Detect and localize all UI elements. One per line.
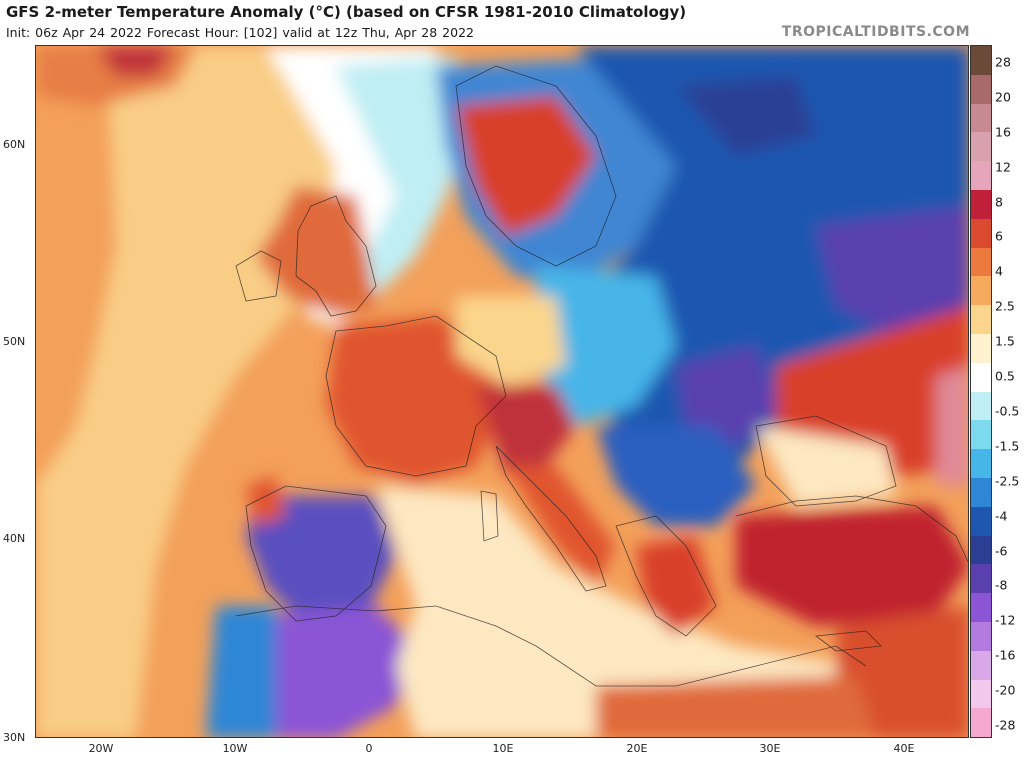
colorbar-tick-label: 16	[995, 124, 1011, 140]
colorbar-cell	[971, 449, 991, 478]
iberia-purple-region	[246, 496, 396, 626]
colorbar-tick-label: 2.5	[995, 298, 1015, 314]
coastlines	[235, 65, 968, 687]
colorbar-tick-label: 8	[995, 194, 1003, 210]
colorbar-tick-label: -1.5	[995, 438, 1020, 454]
lat-label-40n: 40N	[3, 532, 26, 545]
iberia-north-red	[246, 476, 286, 526]
balkans-blue-region	[596, 426, 756, 526]
lon-label-20e: 20E	[626, 742, 648, 755]
lon-label-0: 0	[365, 742, 373, 755]
colorbar-tick-label: 4	[995, 263, 1003, 279]
colorbar-cell	[971, 506, 991, 536]
brand-watermark: TROPICALTIDBITS.COM	[781, 24, 970, 40]
finland-dark-patch	[676, 76, 816, 156]
colorbar-cell	[971, 46, 991, 75]
lon-label-10w: 10W	[222, 742, 248, 755]
russia-purple-region	[816, 206, 968, 336]
lat-label-50n: 50N	[3, 335, 26, 348]
colorbar-cell	[971, 189, 991, 219]
colorbar-cell	[971, 276, 991, 306]
colorbar-tick-label: -12	[995, 612, 1016, 628]
black-sea-red-region	[776, 306, 968, 476]
colorbar-cell	[971, 391, 991, 421]
colorbar-tick-label: -0.5	[995, 403, 1020, 419]
colorbar-tick-label: -6	[995, 543, 1008, 559]
central-europe-blue-region	[536, 266, 676, 426]
caspian-pink-region	[936, 366, 968, 486]
colorbar-tick-label: 12	[995, 159, 1011, 175]
lat-label-30n: 30N	[3, 731, 26, 744]
british-isles-red-region	[256, 186, 376, 316]
lon-label-40e: 40E	[893, 742, 915, 755]
colorbar-tick-label: -2.5	[995, 473, 1020, 489]
colorbar-cell	[971, 650, 991, 680]
iceland-red-spot	[96, 46, 176, 76]
colorbar-cell	[971, 247, 991, 277]
lon-label-10e: 10E	[492, 742, 514, 755]
germany-pale-region	[456, 296, 566, 386]
colorbar-tick-label: 1.5	[995, 333, 1015, 349]
colorbar-cell	[971, 708, 991, 738]
north-africa-purple-region	[236, 606, 416, 737]
scandinavia-red-region	[456, 96, 596, 236]
colorbar-tick-label: -20	[995, 682, 1016, 698]
map-subtitle: Init: 06z Apr 24 2022 Forecast Hour: [10…	[6, 25, 474, 40]
colorbar-cell	[971, 333, 991, 363]
colorbar-cell	[971, 103, 991, 133]
east-mediterranean-red-region	[836, 606, 968, 737]
colorbar-cell	[971, 593, 991, 622]
colorbar-tick-label: -4	[995, 508, 1008, 524]
lon-label-30e: 30E	[759, 742, 781, 755]
colorbar-cell	[971, 420, 991, 450]
anomaly-map	[35, 45, 969, 738]
lat-label-60n: 60N	[3, 138, 26, 151]
colorbar-cell	[971, 564, 991, 594]
colorbar-tick-label: 6	[995, 228, 1003, 244]
colorbar-cell	[971, 218, 991, 248]
colorbar-cell	[971, 621, 991, 651]
poland-purple-patch	[676, 346, 776, 446]
norwegian-sea-cyan-region	[336, 56, 466, 296]
colorbar-cell	[971, 305, 991, 334]
colorbar-tick-label: -28	[995, 717, 1016, 733]
libya-egypt-red-region	[596, 676, 876, 737]
colorbar-cell	[971, 477, 991, 507]
colorbar-cell	[971, 161, 991, 190]
morocco-blue-region	[206, 606, 276, 737]
colorbar-tick-label: 0.5	[995, 368, 1015, 384]
alps-red-region	[476, 386, 576, 476]
greece-red-region	[636, 536, 716, 636]
colorbar-cell	[971, 679, 991, 709]
colorbar-cell	[971, 362, 991, 392]
colorbar-cell	[971, 535, 991, 565]
black-sea-pale	[756, 426, 896, 506]
colorbar-cell	[971, 132, 991, 162]
italy-red-region	[506, 466, 616, 586]
colorbar-tick-label: 28	[995, 54, 1011, 70]
turkey-red-region	[736, 506, 968, 626]
colorbar	[970, 45, 992, 738]
lon-label-20w: 20W	[88, 742, 114, 755]
colorbar-tick-label: -16	[995, 647, 1016, 663]
colorbar-cell	[971, 74, 991, 104]
anomaly-map-canvas	[36, 46, 968, 737]
eastern-europe-deep-blue-region	[576, 46, 968, 516]
map-title: GFS 2-meter Temperature Anomaly (°C) (ba…	[6, 3, 687, 21]
colorbar-tick-label: -8	[995, 577, 1008, 593]
colorbar-tick-label: 20	[995, 89, 1011, 105]
mediterranean-pale-region	[376, 486, 856, 737]
